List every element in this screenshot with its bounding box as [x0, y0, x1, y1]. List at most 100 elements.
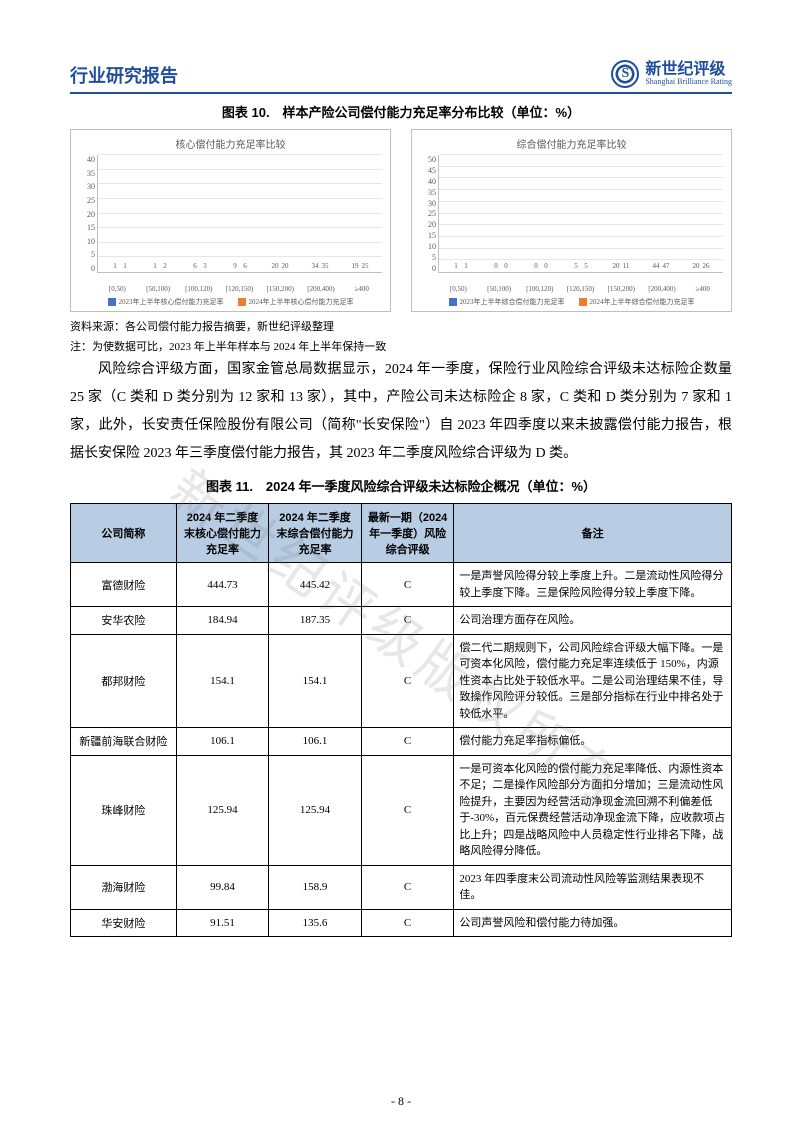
- y-tick-label: 0: [79, 264, 95, 273]
- x-tick-label: [0,50): [438, 285, 479, 293]
- table-row: 珠峰财险125.94125.94C一是可资本化风险的偿付能力充足率降低、内源性资…: [71, 755, 732, 865]
- bar-value-label: 9: [233, 262, 237, 270]
- value-cell: 106.1: [269, 728, 362, 756]
- legend-label: 2024年上半年综合偿付能力充足率: [590, 297, 695, 307]
- y-tick-label: 0: [420, 264, 436, 273]
- chart-right-title: 综合偿付能力充足率比较: [420, 136, 723, 151]
- noncompliant-insurers-table: 公司简称2024 年二季度末核心偿付能力充足率2024 年二季度末综合偿付能力充…: [70, 503, 732, 937]
- remark-cell: 偿付能力充足率指标偏低。: [454, 728, 732, 756]
- bar-value-label: 6: [193, 262, 197, 270]
- y-tick-label: 15: [79, 223, 95, 232]
- page-number: - 8 -: [391, 1094, 411, 1109]
- y-tick-label: 50: [420, 155, 436, 164]
- figure-source: 资料来源：各公司偿付能力报告摘要，新世纪评级整理: [70, 318, 732, 334]
- bar-value-label: 11: [623, 262, 630, 270]
- y-tick-label: 20: [420, 220, 436, 229]
- table-row: 都邦财险154.1154.1C偿二代二期规则下，公司风险综合评级大幅下降。一是可…: [71, 634, 732, 728]
- legend-item: 2024年上半年综合偿付能力充足率: [579, 297, 695, 307]
- value-cell: 106.1: [176, 728, 269, 756]
- bar-value-label: 1: [464, 262, 468, 270]
- value-cell: 445.42: [269, 563, 362, 607]
- bar-value-label: 20: [693, 262, 700, 270]
- value-cell: 91.51: [176, 909, 269, 937]
- value-cell: 154.1: [176, 634, 269, 728]
- y-tick-label: 30: [420, 199, 436, 208]
- value-cell: 187.35: [269, 607, 362, 635]
- legend-item: 2023年上半年核心偿付能力充足率: [108, 297, 224, 307]
- legend-label: 2024年上半年核心偿付能力充足率: [249, 297, 354, 307]
- x-tick-label: ≥400: [682, 285, 723, 293]
- table-row: 富德财险444.73445.42C一是声誉风险得分较上季度上升。二是流动性风险得…: [71, 563, 732, 607]
- legend-item: 2024年上半年核心偿付能力充足率: [238, 297, 354, 307]
- y-tick-label: 40: [420, 177, 436, 186]
- y-tick-label: 10: [79, 237, 95, 246]
- bar-value-label: 0: [534, 262, 538, 270]
- bar-value-label: 20: [613, 262, 620, 270]
- brand-name-cn: 新世纪评级: [645, 61, 732, 79]
- brand-name-en: Shanghai Brilliance Rating: [645, 78, 732, 87]
- company-name-cell: 富德财险: [71, 563, 177, 607]
- remark-cell: 2023 年四季度末公司流动性风险等监测结果表现不佳。: [454, 865, 732, 909]
- value-cell: C: [361, 728, 454, 756]
- company-name-cell: 渤海财险: [71, 865, 177, 909]
- bar-value-label: 1: [113, 262, 117, 270]
- brand-logo-icon: S: [611, 60, 639, 88]
- bar-value-label: 34: [312, 262, 319, 270]
- x-tick-label: [200,400): [301, 285, 342, 293]
- x-tick-label: [120,150): [560, 285, 601, 293]
- remark-cell: 一是声誉风险得分较上季度上升。二是流动性风险得分较上季度下降。三是保险风险得分较…: [454, 563, 732, 607]
- bar-value-label: 5: [574, 262, 578, 270]
- body-paragraph: 风险综合评级方面，国家金管总局数据显示，2024 年一季度，保险行业风险综合评级…: [70, 356, 732, 468]
- x-tick-label: [120,150): [219, 285, 260, 293]
- legend-swatch: [108, 298, 116, 306]
- company-name-cell: 都邦财险: [71, 634, 177, 728]
- y-tick-label: 35: [79, 169, 95, 178]
- x-tick-label: [150,200): [260, 285, 301, 293]
- bar-value-label: 0: [494, 262, 498, 270]
- x-tick-label: [50,100): [479, 285, 520, 293]
- bar-value-label: 26: [703, 262, 710, 270]
- legend-swatch: [238, 298, 246, 306]
- company-name-cell: 新疆前海联合财险: [71, 728, 177, 756]
- bar-value-label: 20: [272, 262, 279, 270]
- figure-11-title: 图表 11. 2024 年一季度风险综合评级未达标险企概况（单位：%）: [70, 476, 732, 495]
- bar-value-label: 35: [322, 262, 329, 270]
- report-type-title: 行业研究报告: [70, 62, 178, 88]
- page-header: 行业研究报告 S 新世纪评级 Shanghai Brilliance Ratin…: [70, 60, 732, 94]
- y-tick-label: 5: [420, 253, 436, 262]
- value-cell: C: [361, 607, 454, 635]
- company-name-cell: 安华农险: [71, 607, 177, 635]
- bar-value-label: 19: [352, 262, 359, 270]
- value-cell: 158.9: [269, 865, 362, 909]
- charts-row: 核心偿付能力充足率比较 0510152025303540 11126396202…: [70, 129, 732, 312]
- table-header-cell: 公司简称: [71, 504, 177, 563]
- bar-value-label: 3: [203, 262, 207, 270]
- legend-swatch: [449, 298, 457, 306]
- bar-value-label: 1: [454, 262, 458, 270]
- bar-value-label: 0: [504, 262, 508, 270]
- bar-value-label: 0: [544, 262, 548, 270]
- table-header-cell: 2024 年二季度末核心偿付能力充足率: [176, 504, 269, 563]
- value-cell: C: [361, 563, 454, 607]
- x-tick-label: [100,120): [178, 285, 219, 293]
- bar-value-label: 25: [362, 262, 369, 270]
- bar-value-label: 1: [153, 262, 157, 270]
- x-tick-label: ≥400: [341, 285, 382, 293]
- table-row: 安华农险184.94187.35C公司治理方面存在风险。: [71, 607, 732, 635]
- value-cell: 135.6: [269, 909, 362, 937]
- bar-value-label: 6: [243, 262, 247, 270]
- chart-left-title: 核心偿付能力充足率比较: [79, 136, 382, 151]
- company-name-cell: 珠峰财险: [71, 755, 177, 865]
- value-cell: C: [361, 865, 454, 909]
- y-tick-label: 35: [420, 188, 436, 197]
- bar-value-label: 47: [663, 262, 670, 270]
- x-tick-label: [50,100): [138, 285, 179, 293]
- table-row: 新疆前海联合财险106.1106.1C偿付能力充足率指标偏低。: [71, 728, 732, 756]
- value-cell: C: [361, 909, 454, 937]
- y-tick-label: 40: [79, 155, 95, 164]
- y-tick-label: 45: [420, 166, 436, 175]
- bar-value-label: 2: [163, 262, 167, 270]
- figure-10-title: 图表 10. 样本产险公司偿付能力充足率分布比较（单位：%）: [70, 102, 732, 121]
- x-tick-label: [150,200): [601, 285, 642, 293]
- value-cell: 444.73: [176, 563, 269, 607]
